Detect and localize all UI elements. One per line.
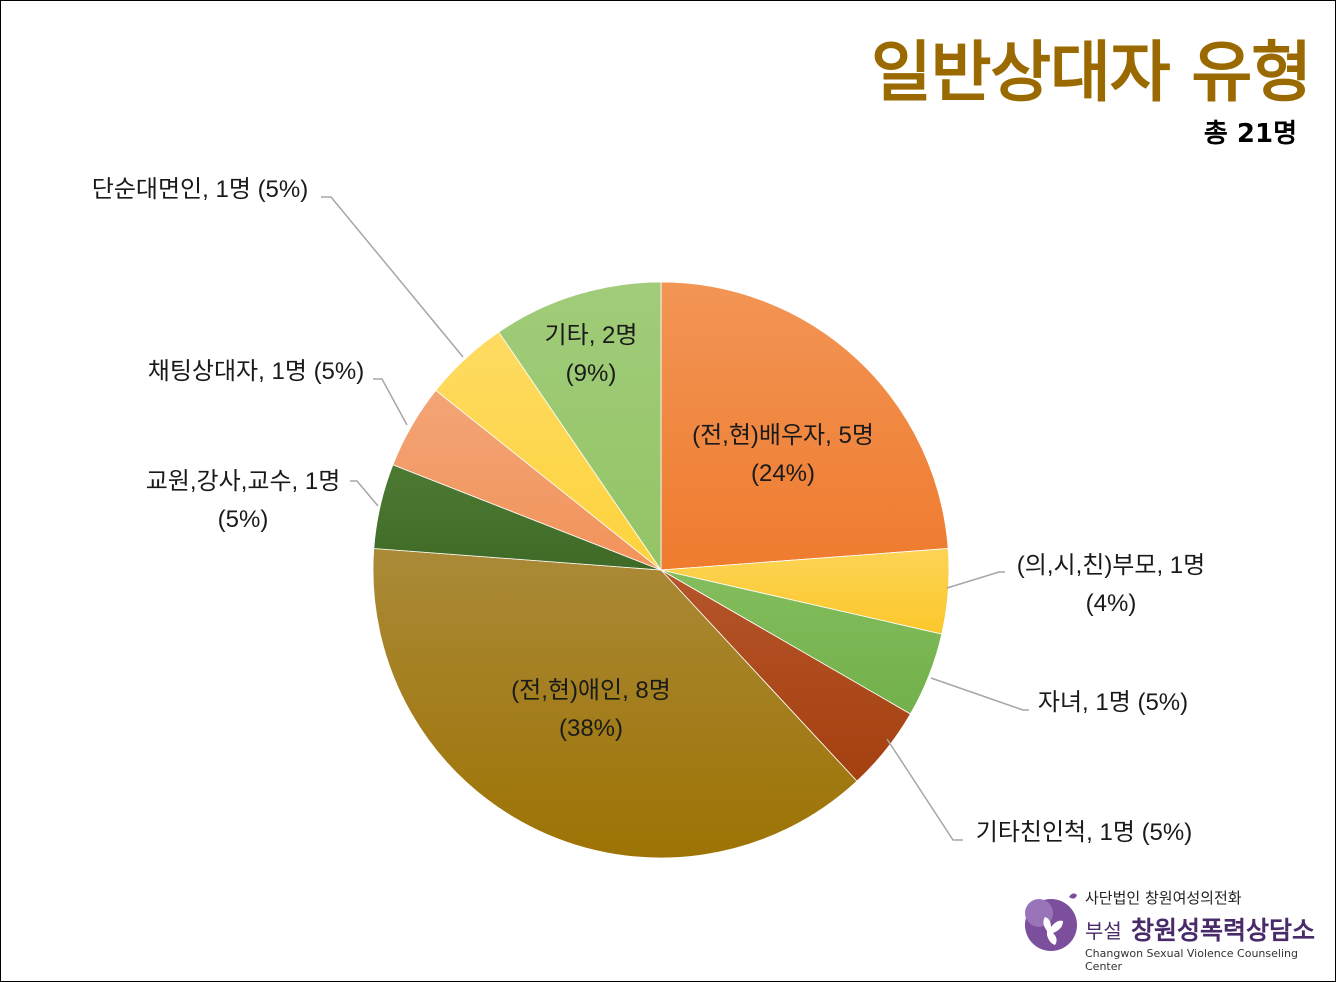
org-name: 창원성폭력상담소 — [1131, 916, 1316, 945]
slice-label-8: 기타, 2명 — [545, 322, 638, 349]
leader-line-2 — [930, 677, 1029, 711]
slice-percent-label-4: (38%) — [559, 715, 623, 742]
slice-percent-label-5: (5%) — [218, 506, 269, 533]
leader-line-1 — [946, 571, 1005, 589]
organization-logo-block: 사단법인 창원여성의전화 부설 창원성폭력상담소 Changwon Sexual… — [1017, 883, 1327, 973]
slice-label-6: 채팅상대자, 1명 (5%) — [148, 358, 365, 385]
slice-percent-label-0: (24%) — [751, 460, 815, 487]
org-english-name: Changwon Sexual Violence Counseling Cent… — [1085, 947, 1298, 973]
pie-slice-8 — [498, 281, 662, 572]
slice-labels: (전,현)배우자, 5명 (24%) (의,시,친)부모, 1명 (4%) 자녀, 1명… — [92, 176, 1206, 846]
slice-label-5: 교원,강사,교수, 1명 — [146, 468, 341, 495]
org-parent-name: 사단법인 창원여성의전화 — [1085, 889, 1242, 907]
leader-line-7 — [321, 196, 464, 358]
slice-label-3: 기타친인척, 1명 (5%) — [976, 819, 1193, 846]
org-prefix: 부설 — [1085, 919, 1122, 943]
slice-label-2: 자녀, 1명 (5%) — [1038, 689, 1188, 716]
slice-percent-label-1: (4%) — [1086, 590, 1137, 617]
chart-title: 일반상대자 유형 — [870, 34, 1312, 111]
slice-label-1: (의,시,친)부모, 1명 — [1017, 552, 1205, 579]
pie-slices — [372, 281, 950, 859]
slice-percent-label-8: (9%) — [566, 360, 617, 387]
leader-lines — [321, 196, 1029, 841]
chart-subtitle: 총 21명 — [1203, 119, 1297, 149]
slice-label-7: 단순대면인, 1명 (5%) — [92, 176, 309, 203]
slice-label-0: (전,현)배우자, 5명 — [692, 422, 874, 449]
leader-line-3 — [886, 738, 963, 841]
leader-line-6 — [373, 378, 408, 426]
pie-slice-4 — [372, 548, 858, 859]
leader-line-5 — [350, 480, 379, 507]
pie-slice-0 — [660, 281, 949, 571]
slice-label-4: (전,현)애인, 8명 — [511, 677, 671, 704]
org-flower-logo-icon — [1025, 893, 1077, 951]
